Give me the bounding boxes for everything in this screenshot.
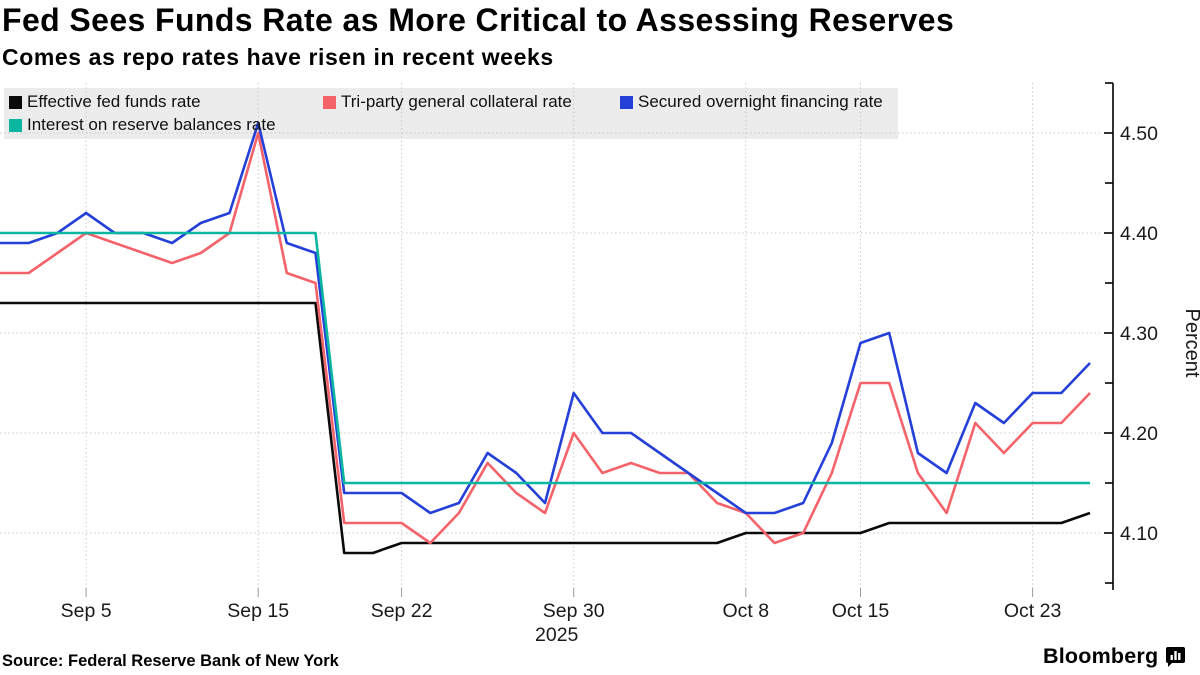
y-tick-label: 4.40 bbox=[1120, 223, 1158, 245]
series-line-interest-on-reserve-balances-rate bbox=[0, 231, 1090, 485]
bloomberg-logo-text: Bloomberg bbox=[1043, 644, 1159, 668]
legend-swatch-teal bbox=[9, 118, 22, 132]
x-tick-label: Oct 8 bbox=[722, 600, 769, 622]
legend-background bbox=[4, 88, 898, 139]
year-label: 2025 bbox=[535, 624, 579, 646]
legend-item-effective-fed-funds-rate: Effective fed funds rate bbox=[9, 92, 201, 112]
legend-label: Tri-party general collateral rate bbox=[341, 92, 572, 111]
y-tick-label: 4.30 bbox=[1120, 323, 1158, 345]
x-tick-label: Sep 5 bbox=[61, 600, 112, 622]
x-tick-label: Oct 15 bbox=[832, 600, 890, 622]
x-tick-label: Sep 15 bbox=[227, 600, 289, 622]
x-tick-label: Oct 23 bbox=[1004, 600, 1061, 622]
legend-swatch-red bbox=[323, 95, 336, 109]
legend-label: Effective fed funds rate bbox=[27, 92, 201, 111]
y-tick-label: 4.50 bbox=[1120, 123, 1158, 145]
x-tick-label: Sep 22 bbox=[371, 600, 433, 622]
legend-item-interest-on-reserve-balances-rate: Interest on reserve balances rate bbox=[9, 115, 276, 135]
legend-swatch-blue bbox=[620, 95, 633, 109]
series-line-effective-fed-funds-rate bbox=[0, 301, 1091, 555]
legend-swatch-black bbox=[9, 95, 22, 109]
y-tick-label: 4.10 bbox=[1120, 523, 1158, 545]
x-tick-label: Sep 30 bbox=[543, 600, 605, 622]
series-line-tri-party-general-collateral-rate bbox=[0, 131, 1091, 545]
legend-label: Interest on reserve balances rate bbox=[27, 115, 276, 134]
source-credit: Source: Federal Reserve Bank of New York bbox=[2, 652, 339, 670]
bloomberg-logo: Bloomberg bbox=[1043, 644, 1186, 669]
y-axis-title: Percent bbox=[1181, 309, 1200, 378]
series-line-secured-overnight-financing-rate bbox=[0, 121, 1091, 515]
legend-item-tri-party-general-collateral-rate: Tri-party general collateral rate bbox=[323, 92, 572, 112]
bar-chart-bubble-icon bbox=[1166, 647, 1186, 667]
chart-subtitle: Comes as repo rates have risen in recent… bbox=[2, 44, 554, 70]
chart-title: Fed Sees Funds Rate as More Critical to … bbox=[2, 2, 955, 38]
legend-label: Secured overnight financing rate bbox=[638, 92, 883, 111]
y-tick-label: 4.20 bbox=[1120, 423, 1158, 445]
legend-item-secured-overnight-financing-rate: Secured overnight financing rate bbox=[620, 92, 883, 112]
